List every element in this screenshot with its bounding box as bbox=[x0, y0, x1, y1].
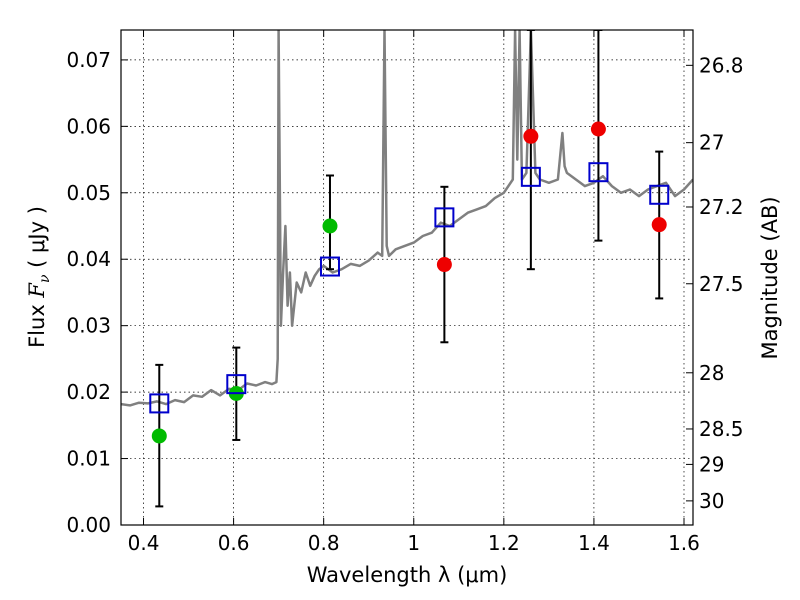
axis-ticks: 0.4 0.6 0.8 1 1.2 1.4 1.6 0.00 0.01 0.02 0.03 0.04 0… bbox=[66, 30, 744, 555]
red-data-point bbox=[523, 128, 539, 144]
y-tick-label: 0.05 bbox=[66, 181, 111, 205]
y-tick-label: 0.03 bbox=[66, 314, 111, 338]
green-data-point bbox=[322, 218, 338, 234]
y-axis-label: Flux Fν ( μJy ) bbox=[25, 206, 53, 348]
mag-tick-label: 30 bbox=[699, 489, 724, 513]
model-square-marker bbox=[226, 374, 247, 395]
model-square-marker bbox=[434, 207, 455, 228]
red-data-point bbox=[590, 121, 606, 137]
y-axis-label-sub: ν bbox=[37, 274, 53, 283]
y-axis-label-suffix: ( μJy ) bbox=[25, 206, 49, 274]
x-tick-label: 1.2 bbox=[488, 531, 520, 555]
x-tick-label: 0.8 bbox=[308, 531, 340, 555]
mag-tick-label: 29 bbox=[699, 452, 724, 476]
model-square-marker bbox=[149, 393, 170, 414]
model-square-marker bbox=[520, 166, 541, 187]
spectrum-line bbox=[121, 30, 693, 407]
x-tick-label: 0.6 bbox=[218, 531, 250, 555]
y-tick-label: 0.04 bbox=[66, 247, 111, 271]
x-tick-label: 0.4 bbox=[128, 531, 160, 555]
model-square-marker bbox=[319, 256, 340, 277]
red-data-point bbox=[436, 257, 452, 273]
plot-frame bbox=[120, 29, 694, 526]
mag-tick-label: 27.2 bbox=[699, 195, 744, 219]
y-tick-label: 0.07 bbox=[66, 48, 111, 72]
mag-tick-label: 28.5 bbox=[699, 417, 744, 441]
y-tick-label: 0.06 bbox=[66, 114, 111, 138]
x-tick-label: 1.6 bbox=[668, 531, 700, 555]
plot-area bbox=[121, 30, 693, 525]
error-bar bbox=[526, 30, 535, 271]
model-square-marker bbox=[588, 162, 609, 183]
y-tick-label: 0.01 bbox=[66, 447, 111, 471]
mag-tick-label: 27.5 bbox=[699, 272, 744, 296]
x-axis-label: Wavelength λ (μm) bbox=[307, 563, 508, 587]
red-data-point bbox=[651, 217, 667, 233]
green-data-point bbox=[151, 428, 167, 444]
model-square-marker bbox=[649, 184, 670, 205]
x-tick-label: 1 bbox=[407, 531, 420, 555]
mag-tick-label: 28 bbox=[699, 361, 724, 385]
y-tick-label: 0.02 bbox=[66, 380, 111, 404]
y-tick-label: 0.00 bbox=[66, 513, 111, 537]
plot-marks bbox=[121, 30, 693, 508]
mag-tick-label: 26.8 bbox=[699, 53, 744, 77]
y-axis-label-var: F bbox=[25, 282, 49, 299]
y-axis-label-prefix: Flux bbox=[25, 298, 49, 348]
x-tick-label: 1.4 bbox=[578, 531, 610, 555]
mag-tick-label: 27 bbox=[699, 131, 724, 155]
y2-axis-label: Magnitude (AB) bbox=[758, 196, 782, 359]
